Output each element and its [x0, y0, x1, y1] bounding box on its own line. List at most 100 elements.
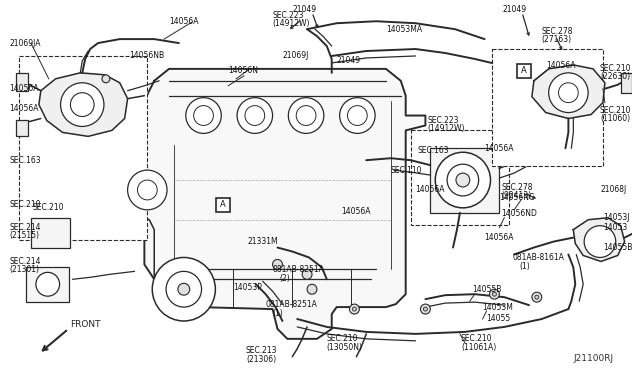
Text: 14053M: 14053M [483, 302, 513, 312]
Text: SEC.210: SEC.210 [600, 106, 632, 115]
Text: 14053: 14053 [603, 223, 627, 232]
Circle shape [340, 98, 375, 134]
Polygon shape [145, 69, 426, 339]
Circle shape [186, 98, 221, 134]
Text: (27163): (27163) [542, 35, 572, 44]
Circle shape [138, 180, 157, 200]
Text: SEC.223: SEC.223 [428, 116, 459, 125]
Bar [430, 148, 499, 213]
Text: SEC.163: SEC.163 [9, 156, 41, 165]
Polygon shape [573, 218, 625, 262]
Circle shape [296, 106, 316, 125]
Circle shape [307, 284, 317, 294]
Text: 14053J: 14053J [603, 213, 629, 222]
Bar [16, 73, 28, 91]
Text: 14056NB: 14056NB [129, 51, 164, 61]
Text: SEC.110: SEC.110 [391, 166, 422, 174]
Text: 21069J: 21069J [282, 51, 308, 61]
Text: SEC.210: SEC.210 [33, 203, 65, 212]
Text: 14055: 14055 [486, 314, 511, 324]
Circle shape [166, 271, 202, 307]
Bar [31, 218, 70, 247]
Circle shape [36, 272, 60, 296]
Circle shape [456, 173, 470, 187]
Circle shape [61, 83, 104, 126]
Circle shape [152, 257, 216, 321]
Bar [492, 49, 603, 166]
Text: (21515): (21515) [9, 231, 39, 240]
Text: 14055B: 14055B [603, 243, 632, 252]
Circle shape [349, 304, 359, 314]
Text: 21331M: 21331M [248, 237, 278, 246]
Text: 14056A: 14056A [415, 186, 445, 195]
Text: (11061A): (11061A) [461, 343, 496, 352]
Text: (1): (1) [519, 262, 530, 271]
Text: (2): (2) [280, 274, 290, 283]
Circle shape [102, 75, 110, 83]
Text: 14056A: 14056A [484, 233, 514, 242]
Circle shape [178, 283, 189, 295]
Text: (14912W): (14912W) [273, 19, 310, 28]
Text: (13050N): (13050N) [327, 343, 363, 352]
Circle shape [127, 170, 167, 210]
Circle shape [535, 295, 539, 299]
Text: 14056A: 14056A [9, 84, 39, 93]
Text: J21100RJ: J21100RJ [573, 354, 614, 363]
Bar [16, 121, 28, 137]
Text: 14053MA: 14053MA [386, 25, 422, 34]
Text: 21049: 21049 [502, 5, 527, 14]
Text: 21068J: 21068J [601, 186, 627, 195]
Circle shape [447, 164, 479, 196]
Circle shape [70, 93, 94, 116]
Circle shape [348, 106, 367, 125]
Circle shape [435, 152, 490, 208]
Text: SEC.210: SEC.210 [461, 334, 492, 343]
Circle shape [584, 226, 616, 257]
Circle shape [532, 292, 542, 302]
Text: 14056A: 14056A [169, 17, 198, 26]
Bar [517, 64, 531, 78]
Text: SEC.278: SEC.278 [542, 27, 573, 36]
Text: (22630): (22630) [600, 72, 630, 81]
Text: 14056A: 14056A [9, 104, 39, 113]
Bar [26, 267, 69, 302]
Text: 21049: 21049 [337, 57, 361, 65]
Circle shape [289, 98, 324, 134]
Text: 14056ND: 14056ND [501, 209, 537, 218]
Text: 21069JA: 21069JA [9, 39, 41, 48]
Text: SEC.163: SEC.163 [417, 146, 449, 155]
Text: 14056A: 14056A [342, 207, 371, 216]
Circle shape [245, 106, 265, 125]
Circle shape [548, 73, 588, 113]
Bar [216, 198, 230, 212]
Text: 081AB-8161A: 081AB-8161A [512, 253, 564, 262]
Circle shape [424, 307, 428, 311]
Text: 14056A: 14056A [546, 61, 575, 70]
Text: 21049: 21049 [292, 5, 316, 14]
Text: SEC.210: SEC.210 [600, 64, 632, 73]
Circle shape [420, 304, 430, 314]
Text: (21306): (21306) [246, 355, 276, 364]
Text: 14053P: 14053P [233, 283, 262, 292]
Text: (1): (1) [273, 308, 284, 318]
Text: SEC.213: SEC.213 [246, 346, 277, 355]
Text: SEC.210: SEC.210 [9, 201, 41, 209]
Polygon shape [39, 73, 127, 137]
Circle shape [490, 289, 499, 299]
Text: SEC.214: SEC.214 [9, 257, 41, 266]
Text: 14056N: 14056N [228, 66, 258, 76]
Circle shape [353, 307, 356, 311]
Text: A: A [521, 66, 527, 76]
Circle shape [302, 269, 312, 279]
Bar [621, 73, 632, 93]
Text: (92413): (92413) [501, 192, 531, 201]
Text: 14056NC: 14056NC [499, 193, 534, 202]
Text: 14056A: 14056A [484, 144, 514, 153]
Text: SEC.278: SEC.278 [501, 183, 533, 192]
Text: (21301): (21301) [9, 265, 39, 274]
Bar [19, 56, 147, 240]
Bar [411, 131, 509, 225]
Circle shape [559, 83, 579, 103]
Circle shape [194, 106, 213, 125]
Text: SEC.210: SEC.210 [327, 334, 358, 343]
